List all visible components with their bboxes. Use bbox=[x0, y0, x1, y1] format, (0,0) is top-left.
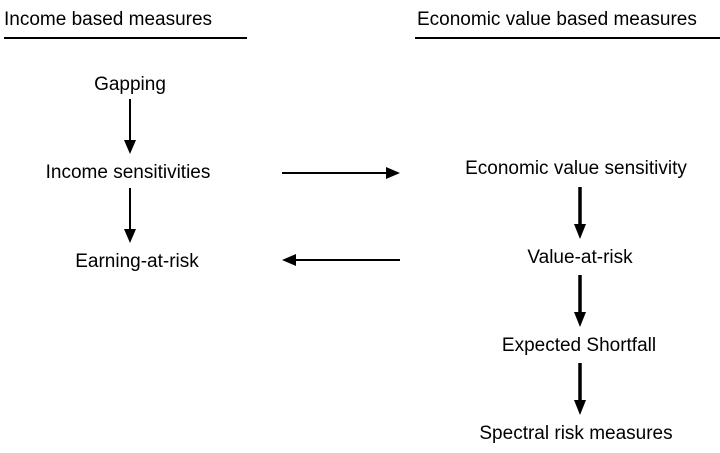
income-measures-heading: Income based measures bbox=[4, 9, 213, 30]
node-gapping: Gapping bbox=[94, 74, 166, 95]
node-spectral-risk-measures: Spectral risk measures bbox=[479, 423, 673, 444]
arrow-value-at-risk-to-earning-at-risk bbox=[282, 254, 400, 266]
arrow-income-sensitivities-to-earning-at-risk bbox=[124, 188, 136, 243]
node-earning-at-risk: Earning-at-risk bbox=[75, 251, 199, 272]
economic-value-measures-underline bbox=[415, 37, 720, 39]
node-expected-shortfall: Expected Shortfall bbox=[501, 335, 657, 356]
node-value-at-risk: Value-at-risk bbox=[527, 247, 633, 268]
economic-value-measures-heading: Economic value based measures bbox=[417, 9, 697, 30]
arrow-gapping-to-income-sensitivities bbox=[124, 99, 136, 154]
arrow-value-at-risk-to-expected-shortfall bbox=[574, 275, 586, 327]
node-income-sensitivities: Income sensitivities bbox=[45, 162, 211, 183]
arrow-economic-value-sensitivity-to-value-at-risk bbox=[574, 187, 586, 239]
arrow-expected-shortfall-to-spectral-risk-measures bbox=[574, 363, 586, 415]
income-measures-underline bbox=[4, 37, 247, 39]
node-economic-value-sensitivity: Economic value sensitivity bbox=[465, 158, 687, 179]
arrow-income-sensitivities-to-economic-value-sensitivity bbox=[282, 167, 400, 179]
